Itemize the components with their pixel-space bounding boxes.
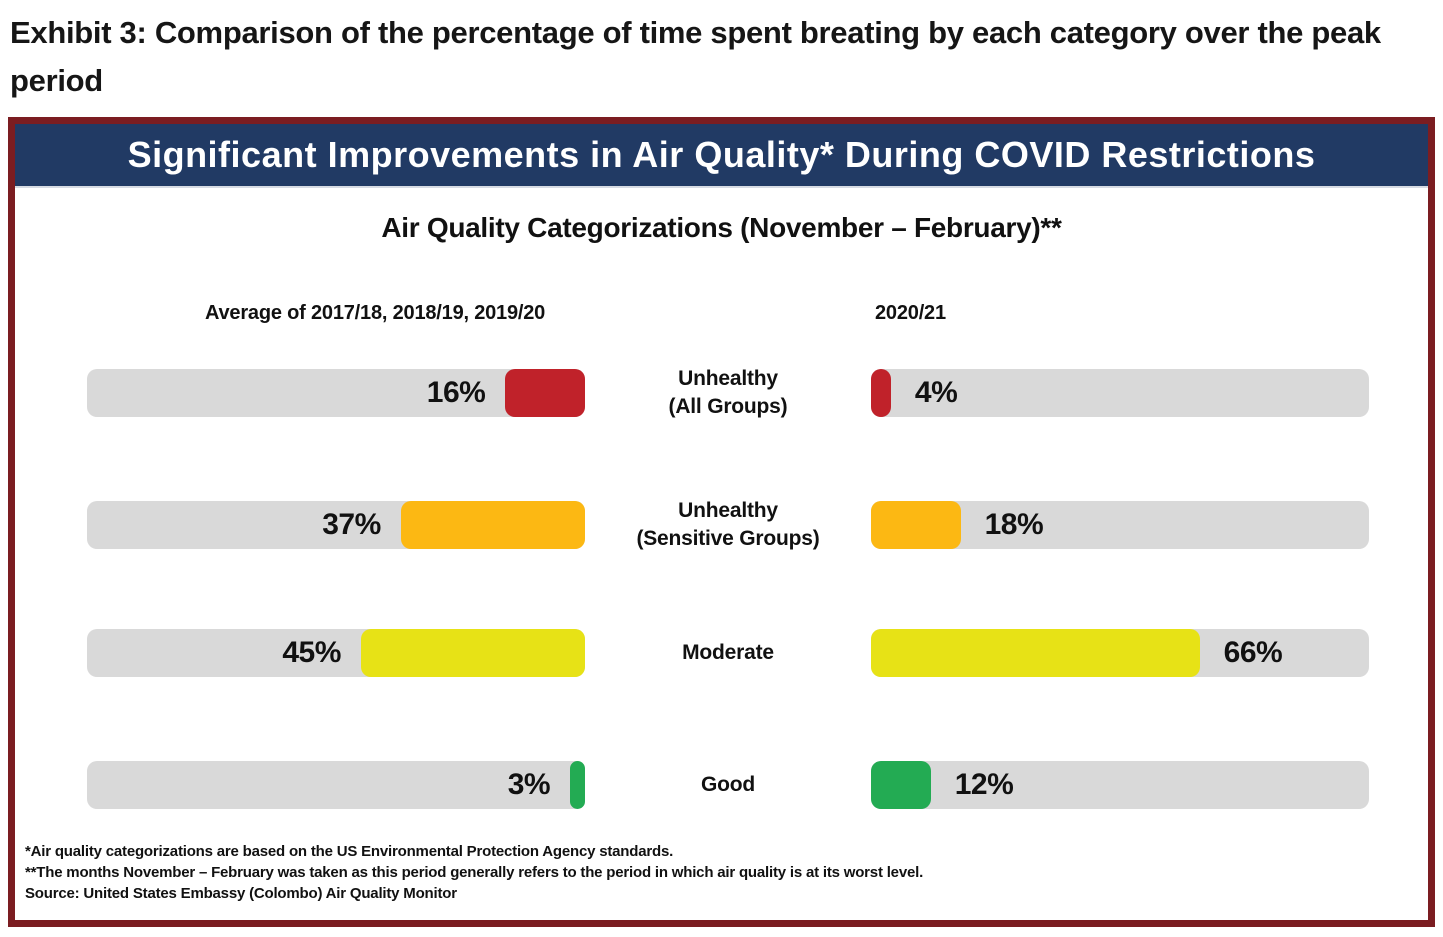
chart-grid: Average of 2017/18, 2018/19, 2019/20 202… [87, 302, 1375, 810]
category-label-line1: Unhealthy [678, 499, 778, 523]
bar-fill-left [505, 369, 585, 418]
bar-track-right: 4% [871, 369, 1369, 418]
bar-value-left: 45% [282, 636, 341, 670]
bar-fill-right [871, 761, 931, 810]
category-label: Good [585, 771, 871, 799]
category-label-line2: (Sensitive Groups) [636, 527, 820, 551]
footnotes: *Air quality categorizations are based o… [25, 841, 1428, 904]
category-label: Moderate [585, 639, 871, 667]
column-header-row: Average of 2017/18, 2018/19, 2019/20 202… [87, 302, 1375, 325]
exhibit-title: Exhibit 3: Comparison of the percentage … [10, 15, 1381, 99]
bar-row: 3% Good 12% [87, 761, 1375, 810]
bar-track-right: 66% [871, 629, 1369, 678]
bar-value-right: 18% [984, 508, 1044, 542]
category-label-line2: (All Groups) [668, 395, 788, 419]
category-label-line1: Good [700, 772, 756, 796]
bar-fill-left [360, 629, 585, 678]
bar-value-right: 4% [914, 376, 958, 410]
category-label: Unhealthy (All Groups) [585, 365, 871, 422]
bar-value-right: 12% [954, 768, 1014, 802]
bar-fill-left [570, 761, 585, 810]
bar-value-right: 66% [1223, 636, 1283, 670]
bar-track-left: 16% [87, 369, 585, 418]
category-label-line1: Moderate [682, 640, 774, 664]
bar-track-left: 45% [87, 629, 585, 678]
footnote-line: **The months November – February was tak… [25, 864, 924, 882]
bar-track-left: 37% [87, 501, 585, 550]
category-label: Unhealthy (Sensitive Groups) [585, 497, 871, 554]
column-header-right: 2020/21 [875, 302, 946, 325]
bar-track-right: 12% [871, 761, 1369, 810]
bar-value-left: 16% [426, 376, 486, 410]
bar-fill-right [871, 501, 961, 550]
bar-value-left: 37% [322, 508, 381, 542]
bar-fill-left [400, 501, 585, 550]
bar-track-right: 18% [871, 501, 1369, 550]
bar-row: 16% Unhealthy (All Groups) 4% [87, 365, 1375, 418]
bar-row: 37% Unhealthy (Sensitive Groups) 18% [87, 497, 1375, 550]
bar-fill-right [871, 369, 891, 418]
chart-panel: Significant Improvements in Air Quality*… [8, 117, 1435, 928]
column-header-left: Average of 2017/18, 2018/19, 2019/20 [205, 302, 546, 325]
bar-track-left: 3% [87, 761, 585, 810]
footnote-line: *Air quality categorizations are based o… [25, 843, 674, 861]
bar-row: 45% Moderate 66% [87, 629, 1375, 678]
category-label-line1: Unhealthy [678, 367, 778, 391]
chart-subtitle: Air Quality Categorizations (November – … [381, 212, 1062, 244]
chart-header-bar: Significant Improvements in Air Quality*… [15, 124, 1428, 187]
footnote-line: Source: United States Embassy (Colombo) … [25, 885, 457, 903]
bar-fill-right [871, 629, 1200, 678]
chart-header-title: Significant Improvements in Air Quality*… [127, 134, 1316, 176]
bar-value-left: 3% [507, 768, 551, 802]
